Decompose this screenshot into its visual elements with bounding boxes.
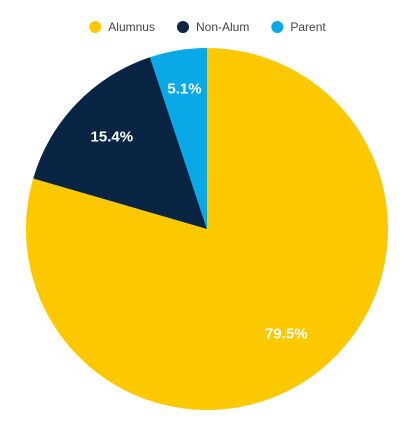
pie-slice [25,48,388,411]
data-label: 5.1% [167,81,201,98]
pie-slice [33,57,207,230]
data-label: 79.5% [265,326,308,343]
data-label: 15.4% [91,128,134,145]
legend-marker [89,21,102,33]
pie-slice [149,48,207,229]
legend-marker [176,21,189,33]
legend-label: Non-Alum [196,20,249,34]
legend-label: Parent [290,20,326,34]
legend-label: Alumnus [108,20,155,34]
legend-marker [271,21,284,33]
